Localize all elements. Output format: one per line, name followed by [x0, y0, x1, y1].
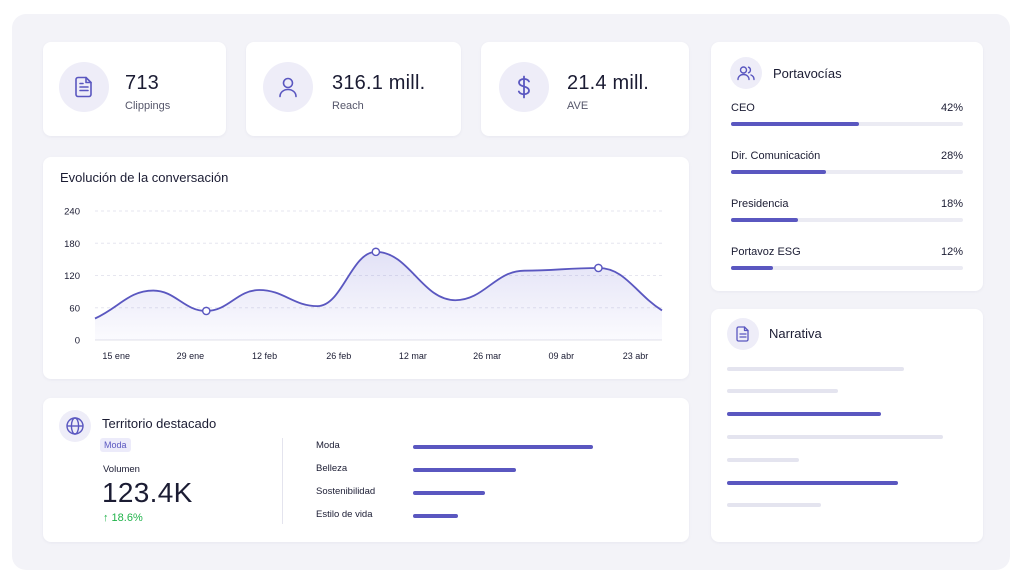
- volume-value: 123.4K: [102, 477, 193, 508]
- spokesperson-bar-fill: [731, 122, 859, 126]
- spokesperson-percent: 28%: [940, 150, 963, 162]
- narrative-line-highlight: [727, 481, 898, 485]
- narrative-line: [727, 458, 799, 462]
- volume-label: Volumen: [103, 464, 140, 475]
- y-tick-label: 0: [75, 336, 80, 347]
- spokesperson-row[interactable]: Presidencia 18%: [731, 198, 963, 228]
- data-point: [594, 263, 603, 273]
- conversation-chart: 0 60 120 180 240 15 ene 29 ene 12 feb 26 feb 12 m…: [64, 207, 663, 361]
- x-tick-label: 09 abr: [549, 351, 575, 361]
- territory-item-bar: [413, 445, 593, 449]
- spokesperson-bar-track: [731, 266, 963, 270]
- territory-item-label: Sostenibilidad: [316, 486, 376, 497]
- narrative-line: [727, 367, 904, 371]
- spokesperson-name: Dir. Comunicación: [731, 150, 821, 162]
- kpi-card-clippings[interactable]: 713 Clippings: [43, 42, 226, 136]
- chart-title: Evolución de la conversación: [60, 170, 229, 185]
- y-tick-label: 180: [64, 239, 80, 250]
- spokesperson-bar-fill: [731, 170, 827, 174]
- spokesperson-row[interactable]: Dir. Comunicación 28%: [731, 150, 963, 180]
- x-tick-label: 26 feb: [326, 351, 351, 361]
- y-tick-label: 120: [64, 271, 80, 282]
- territory-item-label: Moda: [316, 440, 340, 451]
- conversation-chart-card: Evolución de la conversación 0 60 120 180 24…: [43, 157, 689, 379]
- territory-title: Territorio destacado: [102, 416, 217, 431]
- narrative-title: Narrativa: [769, 326, 822, 341]
- spokesperson-row[interactable]: CEO 42%: [731, 102, 963, 132]
- kpi-label: Clippings: [125, 100, 171, 112]
- narrative-card: Narrativa: [711, 309, 983, 542]
- series-area: [95, 251, 662, 340]
- territory-tag: Moda: [100, 438, 131, 452]
- narrative-line: [727, 503, 821, 507]
- territory-divider: [282, 438, 283, 524]
- kpi-value: 21.4 mill.: [567, 72, 650, 94]
- data-point: [371, 247, 381, 257]
- spokesperson-percent: 18%: [940, 198, 963, 210]
- spokesperson-name: Portavoz ESG: [731, 246, 801, 258]
- narrative-line: [727, 435, 943, 439]
- volume-change: ↑ 18.6%: [103, 512, 143, 524]
- kpi-value: 316.1 mill.: [332, 72, 426, 94]
- x-tick-label: 26 mar: [473, 351, 501, 361]
- territory-card: Territorio destacado Moda Volumen 123.4K…: [43, 398, 689, 542]
- spokesperson-bar-track: [731, 218, 963, 222]
- kpi-label: Reach: [332, 100, 364, 112]
- kpi-card-ave[interactable]: 21.4 mill. AVE: [481, 42, 689, 136]
- dollar-icon: [499, 62, 549, 112]
- narrative-line: [727, 389, 838, 393]
- user-icon: [263, 62, 313, 112]
- spokesperson-percent: 12%: [940, 246, 963, 258]
- spokesperson-name: Presidencia: [731, 198, 789, 210]
- globe-icon: [59, 410, 91, 442]
- spokesperson-bar-track: [731, 170, 963, 174]
- narrative-line-highlight: [727, 412, 881, 416]
- x-tick-label: 12 feb: [252, 351, 277, 361]
- spokesperson-name: CEO: [731, 102, 755, 114]
- series-line: [94, 250, 663, 320]
- users-icon: [730, 57, 762, 89]
- spokesperson-percent: 42%: [940, 102, 963, 114]
- spokesperson-bar-fill: [731, 218, 799, 222]
- document-icon: [59, 62, 109, 112]
- x-tick-label: 12 mar: [399, 351, 427, 361]
- territory-item-label: Belleza: [316, 463, 348, 474]
- x-tick-label: 29 ene: [177, 351, 205, 361]
- territory-item-label: Estilo de vida: [316, 509, 373, 520]
- y-tick-label: 60: [69, 303, 80, 314]
- kpi-card-reach[interactable]: 316.1 mill. Reach: [246, 42, 461, 136]
- spokesperson-bar-track: [731, 122, 963, 126]
- territory-item-bar: [413, 468, 516, 472]
- spokespeople-title: Portavocías: [773, 66, 842, 81]
- territory-item-bar: [413, 491, 485, 495]
- spokesperson-row[interactable]: Portavoz ESG 12%: [731, 246, 963, 276]
- kpi-label: AVE: [567, 100, 589, 112]
- x-tick-label: 23 abr: [623, 351, 649, 361]
- data-point: [201, 306, 211, 316]
- spokesperson-bar-fill: [731, 266, 773, 270]
- territory-item-bar: [413, 514, 458, 518]
- document-icon: [727, 318, 759, 350]
- spokespeople-card: Portavocías CEO 42% Dir. Comunicación 28% Pr…: [711, 42, 983, 291]
- x-tick-label: 15 ene: [102, 351, 130, 361]
- y-tick-label: 240: [64, 207, 80, 218]
- kpi-value: 713: [125, 72, 159, 94]
